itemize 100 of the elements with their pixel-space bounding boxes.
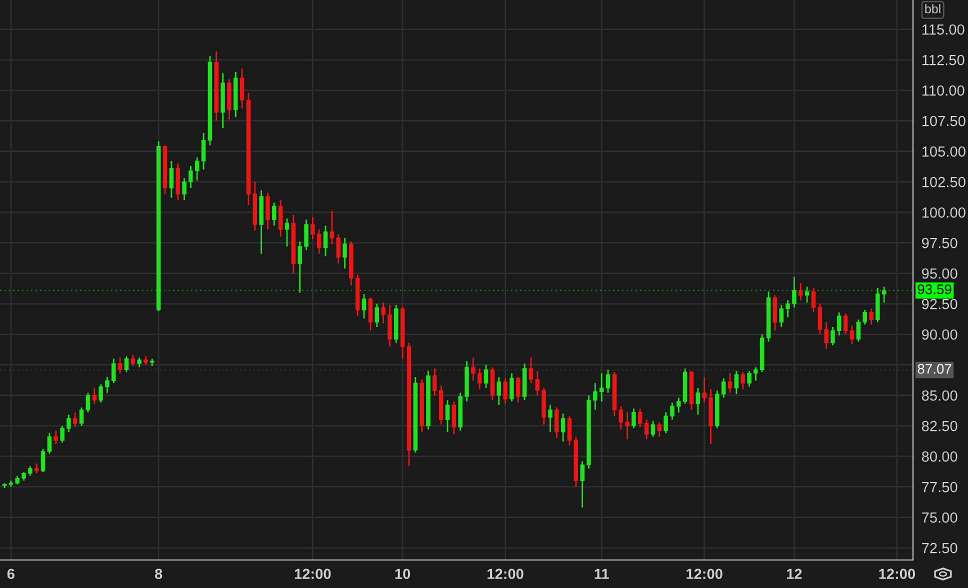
y-tick-label: 100.00: [922, 207, 966, 218]
candlestick: [188, 165, 193, 189]
candlestick: [342, 237, 347, 270]
candlestick: [374, 303, 379, 328]
y-tick-label: 72.50: [922, 542, 958, 554]
candlestick: [843, 312, 848, 335]
candlestick: [330, 210, 334, 245]
candlestick: [201, 132, 206, 170]
candlestick: [316, 228, 322, 254]
candlestick: [560, 412, 566, 442]
candlestick: [740, 371, 745, 390]
candlestick: [734, 370, 739, 395]
candlestick: [625, 412, 630, 440]
candlestick: [112, 358, 116, 384]
y-tick-label: 90.00: [922, 329, 958, 340]
candlestick: [837, 312, 842, 336]
candlestick: [169, 160, 174, 198]
candlestick: [567, 415, 572, 446]
candlestick: [266, 192, 270, 230]
candlestick: [728, 372, 732, 394]
y-tick-label: 82.50: [922, 420, 958, 432]
candlestick: [445, 399, 450, 433]
candlestick: [310, 216, 315, 240]
candlestick: [786, 299, 790, 318]
x-tick-label: 6: [7, 568, 14, 580]
x-tick-label: 8: [154, 568, 162, 580]
x-tick-label: 10: [395, 568, 410, 580]
candlestick: [618, 406, 623, 430]
y-tick-label: 102.50: [922, 176, 966, 188]
candlestick: [804, 286, 810, 304]
candlestick: [721, 378, 726, 398]
candlestick: [79, 406, 84, 426]
text: bbl: [925, 4, 940, 14]
x-tick-label: 12: [787, 568, 802, 579]
candlestick: [657, 421, 662, 438]
x-tick-label: 12:00: [879, 568, 915, 580]
candlestick: [362, 293, 366, 320]
candlestick: [381, 302, 386, 324]
candlestick: [811, 287, 816, 314]
candlestick: [535, 370, 540, 396]
candlestick: [830, 326, 835, 346]
candlestick: [98, 384, 103, 404]
candlestick: [650, 420, 656, 438]
candlestick: [478, 368, 482, 390]
candlestick: [632, 408, 636, 429]
candlestick: [284, 218, 290, 248]
candlestick: [298, 240, 302, 294]
candlestick: [432, 368, 437, 396]
candlestick: [882, 286, 886, 304]
y-tick-label: 80.00: [922, 451, 958, 462]
candlestick: [124, 356, 129, 373]
candlestick: [824, 321, 828, 350]
candlestick: [670, 402, 674, 420]
candlestick: [792, 276, 796, 308]
ref-line-label: 87.07: [918, 364, 952, 374]
x-tick-label: 12:00: [294, 568, 331, 580]
y-tick-label: 75.00: [922, 512, 958, 523]
candlestick: [118, 356, 122, 374]
candlestick: [105, 376, 110, 394]
y-tick-label: 97.50: [922, 238, 958, 248]
candlestick: [510, 372, 514, 402]
candlestick: [850, 325, 854, 345]
candlestick: [54, 430, 58, 445]
candlestick: [754, 366, 758, 382]
ref-line-label: 93.59: [918, 284, 952, 294]
candlestick: [516, 376, 520, 404]
y-tick-label: 112.50: [922, 54, 964, 66]
candlestick: [278, 199, 283, 238]
candlestick: [272, 202, 276, 226]
y-tick-label: 110.00: [922, 85, 964, 96]
candlestick: [593, 382, 598, 411]
candlestick: [702, 376, 706, 404]
y-tick-label: 77.50: [922, 482, 958, 492]
candlestick: [336, 234, 340, 264]
x-tick-label: 12:00: [488, 568, 524, 580]
candlestick: [580, 460, 584, 508]
candlestick: [323, 225, 328, 257]
candlestick: [368, 296, 373, 332]
candlestick: [638, 408, 642, 428]
candlestick: [130, 354, 136, 367]
candlestick: [606, 368, 610, 394]
candlestick: [503, 378, 508, 405]
y-tick-label: 107.50: [922, 116, 966, 126]
candlestick: [182, 177, 186, 201]
candlestick: [304, 218, 308, 251]
candlestick: [92, 387, 96, 405]
candlestick: [47, 432, 52, 455]
candlestick: [471, 356, 476, 382]
candlestick: [696, 387, 700, 416]
x-tick-label: 12:00: [686, 568, 722, 580]
candlestick: [496, 376, 501, 406]
y-tick-label: 115.00: [922, 24, 964, 35]
candlestick: [856, 318, 861, 342]
candlestick: [818, 303, 822, 335]
y-tick-label: 92.50: [922, 298, 958, 310]
candlestick: [240, 68, 244, 110]
candlestick: [86, 392, 90, 414]
candlestick: [664, 412, 668, 434]
y-tick-label: 105.00: [922, 146, 966, 157]
candlestick: [554, 406, 559, 439]
